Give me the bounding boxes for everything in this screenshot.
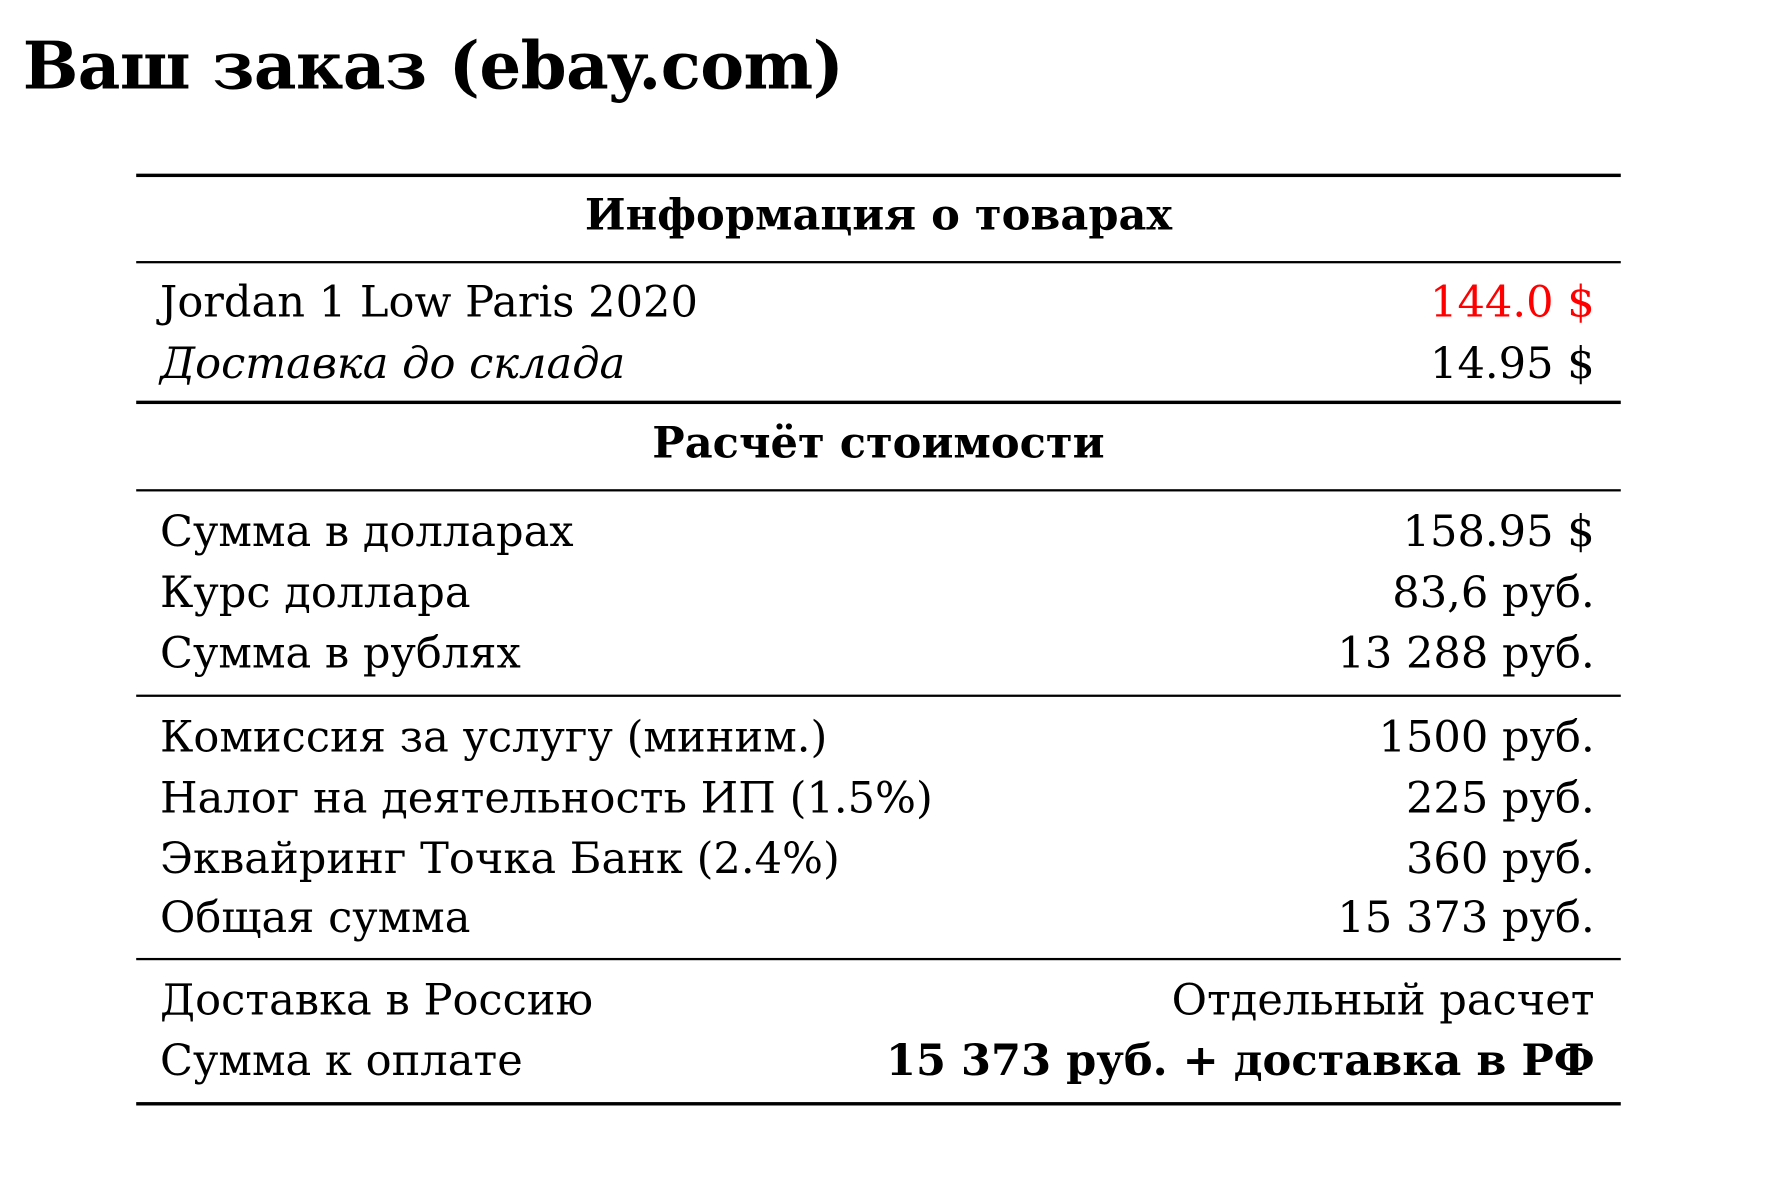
table-row: Сумма в долларах 158.95 $ xyxy=(160,501,1595,562)
table-row: Налог на деятельность ИП (1.5%) 225 руб. xyxy=(160,767,1595,828)
rule xyxy=(136,489,1621,492)
calc-section-header: Расчёт стоимости xyxy=(652,416,1105,468)
row-value: Отдельный расчет xyxy=(1171,974,1595,1025)
item-price: 144.0 $ xyxy=(1430,276,1595,327)
row-label: Курс доллара xyxy=(160,567,471,618)
table-row: Сумма к оплате 15 373 руб. + доставка в … xyxy=(160,1029,1595,1090)
table-row: Доставка до склада 14.95 $ xyxy=(160,333,1595,394)
row-value: 1500 руб. xyxy=(1378,711,1595,762)
row-label: Комиссия за услугу (миним.) xyxy=(160,711,828,762)
table-row: Доставка в Россию Отдельный расчет xyxy=(160,969,1595,1030)
table-top-rule xyxy=(136,173,1621,178)
total-due: 15 373 руб. + доставка в РФ xyxy=(886,1033,1595,1086)
row-value: 225 руб. xyxy=(1405,772,1595,823)
row-label: Эквайринг Точка Банк (2.4%) xyxy=(160,833,840,884)
rule xyxy=(136,261,1621,264)
table-row: Сумма в рублях 13 288 руб. xyxy=(160,622,1595,683)
row-label: Сумма к оплате xyxy=(160,1035,523,1086)
rule xyxy=(136,694,1621,697)
row-label: Общая сумма xyxy=(160,892,471,943)
row-value: 158.95 $ xyxy=(1402,506,1595,557)
rule xyxy=(136,957,1621,961)
row-value: 15 373 руб. xyxy=(1337,892,1595,943)
table-row: Jordan 1 Low Paris 2020 144.0 $ xyxy=(160,271,1595,332)
row-value: 360 руб. xyxy=(1405,833,1595,884)
table-row: Общая сумма 15 373 руб. xyxy=(160,886,1595,947)
row-value: 83,6 руб. xyxy=(1392,567,1595,618)
table-row: Эквайринг Точка Банк (2.4%) 360 руб. xyxy=(160,827,1595,888)
goods-section-header: Информация о товарах xyxy=(584,188,1173,240)
row-label: Jordan 1 Low Paris 2020 xyxy=(160,276,698,327)
row-label: Налог на деятельность ИП (1.5%) xyxy=(160,772,933,823)
row-label: Сумма в долларах xyxy=(160,506,574,557)
page-title: Ваш заказ (ebay.com) xyxy=(22,27,844,105)
rule xyxy=(136,400,1621,405)
row-label: Доставка в Россию xyxy=(160,974,594,1025)
row-value: 13 288 руб. xyxy=(1337,627,1595,678)
row-label: Доставка до склада xyxy=(160,338,626,389)
table-row: Комиссия за услугу (миним.) 1500 руб. xyxy=(160,706,1595,767)
table-row: Курс доллара 83,6 руб. xyxy=(160,562,1595,623)
table-bottom-rule xyxy=(136,1102,1621,1106)
row-label: Сумма в рублях xyxy=(160,627,521,678)
row-value: 14.95 $ xyxy=(1430,338,1595,389)
